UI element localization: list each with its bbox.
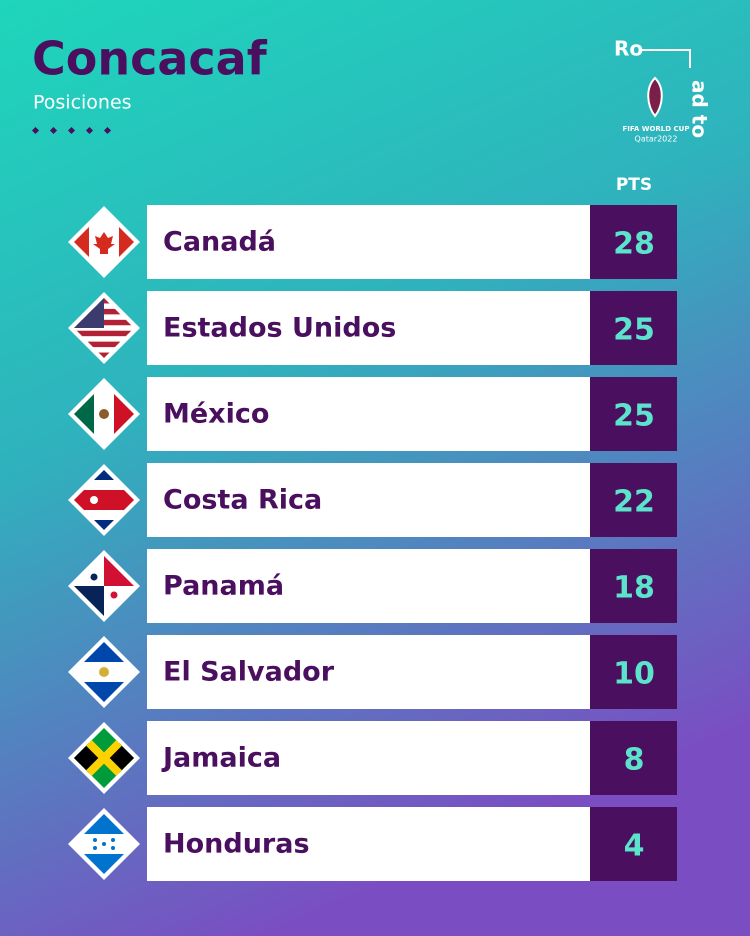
flag-part <box>99 409 109 419</box>
team-points: 4 <box>624 829 645 864</box>
flag-part <box>74 336 134 343</box>
flag-part <box>74 510 134 521</box>
flag-part <box>110 591 118 599</box>
flag-part <box>74 470 134 481</box>
flag-part <box>74 325 134 332</box>
subtitle: Posiciones <box>33 92 132 114</box>
row: Estados Unidos 25 <box>68 291 677 365</box>
team-name: Costa Rica <box>163 485 322 516</box>
row: México 25 <box>68 377 677 451</box>
flag-part <box>111 838 115 842</box>
column-header: PTS <box>616 175 652 195</box>
flag <box>74 470 134 530</box>
row: Honduras 4 <box>68 807 677 881</box>
row: Costa Rica 22 <box>68 463 677 537</box>
rows: Canadá 28 Estados Unidos 25 México 25 Costa Ri… <box>68 205 677 881</box>
row: Jamaica 8 <box>68 721 677 795</box>
team-points: 22 <box>613 485 655 520</box>
row: Canadá 28 <box>68 205 677 279</box>
title: Concacaf <box>32 32 268 86</box>
logo-text: Ro <box>614 37 643 61</box>
team-name: Jamaica <box>161 743 281 774</box>
team-points: 18 <box>613 571 655 606</box>
points-box <box>590 205 677 279</box>
flag-part <box>90 496 98 504</box>
flag-part <box>102 842 106 846</box>
logo-edition: Qatar2022 <box>635 135 678 144</box>
row: Panamá 18 <box>68 549 677 623</box>
flag-part <box>74 490 134 501</box>
flag-part <box>74 500 134 511</box>
points-box <box>590 463 677 537</box>
team-points: 25 <box>613 313 655 348</box>
row-bar <box>147 807 590 881</box>
team-points: 28 <box>613 227 655 262</box>
points-box <box>590 721 677 795</box>
row-bar <box>147 291 590 365</box>
team-name: Panamá <box>163 571 284 602</box>
points-box <box>590 549 677 623</box>
flag-part <box>74 330 134 337</box>
flag-part <box>93 232 115 254</box>
team-points: 8 <box>624 743 645 778</box>
flag <box>74 298 134 358</box>
logo-text: ad to <box>688 80 712 138</box>
flag-part <box>74 352 134 358</box>
team-name: Estados Unidos <box>163 313 396 344</box>
flag-part <box>93 838 97 842</box>
row-bar <box>147 463 590 537</box>
flag-part <box>74 347 134 354</box>
team-name: México <box>163 399 269 430</box>
row-bar <box>147 377 590 451</box>
flag-part <box>74 341 134 348</box>
points-box <box>590 635 677 709</box>
flag-part <box>111 846 115 850</box>
flag-part <box>99 667 109 677</box>
flag-part <box>74 480 134 491</box>
row: El Salvador 10 <box>68 635 677 709</box>
flag-part <box>90 573 98 581</box>
flag-part <box>104 212 120 272</box>
team-name: Honduras <box>163 829 310 860</box>
points-box <box>590 807 677 881</box>
team-points: 10 <box>613 657 655 692</box>
points-box <box>590 291 677 365</box>
row-bar <box>147 205 590 279</box>
team-points: 25 <box>613 399 655 434</box>
flag-part <box>93 846 97 850</box>
team-name: El Salvador <box>163 657 335 688</box>
row-bar <box>147 635 590 709</box>
logo-event: FIFA WORLD CUP <box>623 125 690 133</box>
flag-part <box>74 520 134 530</box>
decor-diamonds <box>31 126 112 135</box>
row-bar <box>147 721 590 795</box>
logo: Ro ad to FIFA WORLD CUP Qatar2022 <box>614 37 712 144</box>
team-name: Canadá <box>163 227 276 258</box>
row-bar <box>147 549 590 623</box>
points-box <box>590 377 677 451</box>
